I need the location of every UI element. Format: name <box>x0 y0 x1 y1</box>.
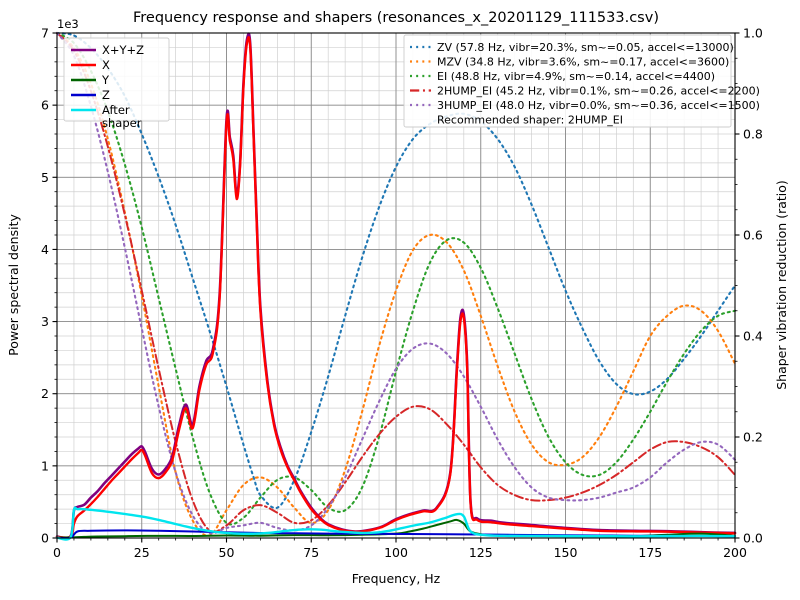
shaper-legend-item-2hump_ei[interactable]: 2HUMP_EI (45.2 Hz, vibr=0.1%, sm~=0.26, … <box>410 85 760 98</box>
x-tick-label: 75 <box>303 545 319 560</box>
axis-legend-label: After <box>102 103 130 117</box>
shaper-curve-zv <box>55 31 737 510</box>
y2-tick-label: 0.0 <box>743 531 763 546</box>
x-tick-label: 0 <box>53 545 61 560</box>
shaper-curve-2hump_ei <box>56 32 736 533</box>
y2-tick-label: 0.2 <box>743 430 763 445</box>
shaper-legend-label: EI (48.8 Hz, vibr=4.9%, sm~=0.14, accel<… <box>437 70 715 83</box>
shaper-curve-3hump_ei <box>55 31 737 535</box>
x-tick-label: 125 <box>469 545 493 560</box>
y-tick-label: 2 <box>41 386 49 401</box>
recommended-shaper-text: Recommended shaper: 2HUMP_EI <box>437 114 623 127</box>
y-tick-label: 1 <box>41 458 49 473</box>
shaper-legend-item-ei[interactable]: EI (48.8 Hz, vibr=4.9%, sm~=0.14, accel<… <box>410 70 715 83</box>
y-tick-label: 0 <box>41 531 49 546</box>
y2-tick-label: 0.4 <box>743 329 763 344</box>
shaper-legend-label: 2HUMP_EI (45.2 Hz, vibr=0.1%, sm~=0.26, … <box>437 85 760 98</box>
axis-legend-item[interactable]: Y <box>71 73 110 87</box>
shaper-legend[interactable]: ZV (57.8 Hz, vibr=20.3%, sm~=0.05, accel… <box>403 34 760 128</box>
y-axis-exponent-label: 1e3 <box>57 17 79 31</box>
x-tick-label: 50 <box>219 545 235 560</box>
x-tick-label: 200 <box>723 545 747 560</box>
axis-legend-label: Y <box>101 73 110 87</box>
shaper-curves-group <box>55 31 737 537</box>
x-axis-label: Frequency, Hz <box>352 571 441 586</box>
y-tick-label: 3 <box>41 314 49 329</box>
y2-tick-label: 0.6 <box>743 228 763 243</box>
axis-ticks: 0 25 50 75 100 125 150 175 200 0 1 2 3 4 5 6 7 0.0 0.2 0.4 0… <box>41 26 763 561</box>
shaper-legend-label: 3HUMP_EI (48.0 Hz, vibr=0.0%, sm~=0.36, … <box>437 99 760 112</box>
shaper-curve-mzv <box>55 31 737 537</box>
shaper-legend-label: MZV (34.8 Hz, vibr=3.6%, sm~=0.17, accel… <box>437 56 729 69</box>
y-tick-label: 4 <box>41 242 49 257</box>
shaper-legend-item-mzv[interactable]: MZV (34.8 Hz, vibr=3.6%, sm~=0.17, accel… <box>410 56 729 69</box>
shaper-legend-label: ZV (57.8 Hz, vibr=20.3%, sm~=0.05, accel… <box>437 41 734 54</box>
y2-tick-label: 0.8 <box>743 127 763 142</box>
x-tick-label: 175 <box>638 545 662 560</box>
axis-legend-label: X+Y+Z <box>102 43 144 57</box>
x-tick-label: 150 <box>554 545 578 560</box>
shaper-legend-item-3hump_ei[interactable]: 3HUMP_EI (48.0 Hz, vibr=0.0%, sm~=0.36, … <box>410 99 760 112</box>
psd-curve-x <box>55 36 737 539</box>
axis-legend-item[interactable]: X <box>71 58 110 72</box>
axis-legend-item[interactable]: X+Y+Z <box>71 43 144 57</box>
x-tick-label: 100 <box>384 545 408 560</box>
y2-axis-label: Shaper vibration reduction (ratio) <box>774 180 789 390</box>
psd-curve-after-shaper <box>55 506 737 541</box>
shaper-legend-item-zv[interactable]: ZV (57.8 Hz, vibr=20.3%, sm~=0.05, accel… <box>410 41 734 54</box>
axis-legend-item[interactable]: Z <box>71 88 110 102</box>
y-tick-label: 6 <box>41 98 49 113</box>
axis-legend-label-cont: shaper <box>102 116 142 130</box>
axis-legend-label: X <box>102 58 110 72</box>
y-tick-label: 7 <box>41 26 49 41</box>
y-axis-label: Power spectral density <box>6 214 21 356</box>
axis-legend-label: Z <box>102 88 110 102</box>
psd-curves-group <box>55 32 737 541</box>
y-tick-label: 5 <box>41 170 49 185</box>
y2-tick-label: 1.0 <box>743 26 763 41</box>
x-tick-label: 25 <box>134 545 150 560</box>
chart-title: Frequency response and shapers (resonanc… <box>133 10 659 26</box>
